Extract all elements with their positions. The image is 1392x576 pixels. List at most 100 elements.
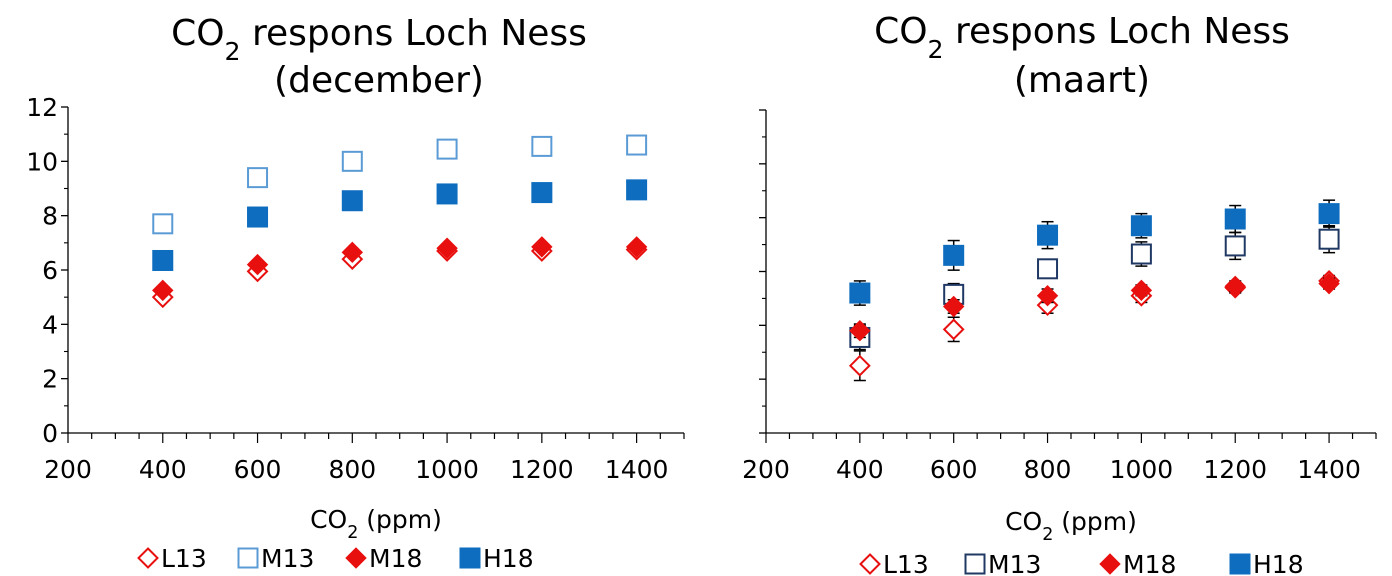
y-tick-label: 4	[42, 310, 58, 339]
x-tick-label: 1200	[1203, 455, 1267, 484]
x-tick-label: 600	[234, 455, 282, 484]
legend-marker-M18	[345, 547, 367, 569]
text-part: CO	[874, 11, 927, 52]
legend-label: L13	[883, 550, 929, 576]
legend-marker-M13	[964, 553, 986, 575]
x-tick-label: 800	[1024, 455, 1072, 484]
x-tick-label: 1000	[415, 455, 479, 484]
data-point-H18	[1318, 203, 1340, 225]
series-M13	[152, 134, 648, 235]
x-tick-label: 200	[44, 455, 92, 484]
legend-marker-L13	[859, 553, 881, 575]
subscript: 2	[1042, 525, 1053, 545]
x-tick-label: 400	[836, 455, 884, 484]
data-point-M13	[152, 213, 174, 235]
legend-label: H18	[483, 544, 534, 573]
series-L13	[848, 270, 1340, 382]
data-point-H18	[626, 179, 648, 201]
data-point-M18	[942, 295, 965, 318]
legend-label: L13	[161, 544, 207, 573]
series-M18	[152, 236, 648, 302]
legend: L13 M13 M18 H18	[137, 544, 534, 573]
legend-label: M18	[369, 544, 422, 573]
chart-title: CO2 respons Loch Ness	[874, 11, 1290, 64]
data-point-M13	[341, 150, 363, 172]
data-point-M18	[531, 236, 553, 258]
text-part: CO	[171, 13, 224, 54]
text-part: (ppm)	[358, 505, 442, 534]
y-tick-label: 12	[26, 93, 58, 122]
data-point-M13	[626, 134, 648, 156]
x-tick-label: 400	[139, 455, 187, 484]
x-tick-label: 800	[328, 455, 376, 484]
data-point-M13	[436, 138, 458, 160]
data-point-H18	[943, 244, 965, 266]
data-point-L13	[848, 354, 871, 377]
legend-marker-H18	[1229, 553, 1251, 575]
data-point-M18	[436, 237, 458, 259]
data-point-M13	[1224, 235, 1246, 257]
subscript: 2	[347, 523, 358, 543]
y-tick-label: 0	[42, 419, 58, 448]
x-tick-label: 1400	[1297, 455, 1361, 484]
series-L13	[151, 238, 648, 309]
legend-label: H18	[1253, 550, 1304, 576]
data-point-M18	[1130, 279, 1153, 302]
data-point-M18	[152, 279, 174, 302]
data-point-H18	[1037, 224, 1059, 246]
data-point-H18	[1130, 215, 1152, 237]
data-point-M18	[849, 320, 871, 342]
data-point-M18	[1036, 285, 1059, 307]
legend-marker-M13	[237, 547, 259, 569]
legend-marker-L13	[137, 547, 159, 569]
chart-title-line2: (maart)	[1014, 60, 1150, 101]
data-point-M13	[1130, 243, 1152, 265]
text-part: respons Loch Ness	[944, 11, 1290, 52]
data-point-M13	[531, 135, 553, 157]
data-point-H18	[341, 190, 363, 212]
data-point-M13	[1318, 228, 1340, 250]
legend: L13 M13 M18 H18	[859, 550, 1304, 576]
series-M18	[849, 272, 1340, 342]
x-tick-label: 600	[930, 455, 978, 484]
subscript: 2	[928, 35, 944, 64]
data-point-M13	[247, 167, 269, 189]
y-tick-label: 8	[42, 202, 58, 231]
series-H18	[152, 179, 648, 271]
text-part: CO	[310, 505, 347, 534]
data-point-L13	[942, 318, 965, 341]
series-M13	[849, 224, 1340, 351]
y-tick-label: 10	[26, 147, 58, 176]
chart-title-line2: (december)	[274, 60, 484, 101]
chart-title: CO2 respons Loch Ness	[171, 13, 587, 66]
x-axis-label: CO2 (ppm)	[1005, 507, 1137, 545]
x-tick-label: 1400	[605, 455, 669, 484]
text-part: (ppm)	[1053, 507, 1137, 536]
legend-label: M13	[988, 550, 1041, 576]
x-tick-label: 1200	[510, 455, 574, 484]
legend-marker-M18	[1099, 553, 1121, 575]
text-part: respons Loch Ness	[241, 13, 587, 54]
y-tick-label: 2	[42, 365, 58, 394]
data-point-M18	[625, 236, 648, 258]
chart-panel-2: CO2 respons Loch Ness(maart)200 400 600 800…	[742, 11, 1377, 576]
data-point-M13	[1037, 258, 1059, 280]
series-H18	[849, 199, 1340, 306]
legend-marker-H18	[459, 547, 481, 569]
subscript: 2	[225, 37, 241, 66]
data-point-H18	[849, 282, 871, 304]
x-axis-label: CO2 (ppm)	[310, 505, 442, 543]
data-point-M18	[341, 241, 364, 264]
data-point-H18	[247, 206, 269, 228]
data-point-M18	[1318, 272, 1340, 295]
x-tick-label: 200	[742, 455, 790, 484]
data-point-H18	[152, 249, 174, 271]
data-point-H18	[1224, 208, 1246, 230]
text-part: CO	[1005, 507, 1042, 536]
legend-label: M18	[1123, 550, 1176, 576]
y-tick-label: 6	[42, 256, 58, 285]
data-point-M18	[1224, 275, 1246, 298]
data-point-M18	[246, 253, 269, 276]
x-tick-label: 1000	[1110, 455, 1174, 484]
